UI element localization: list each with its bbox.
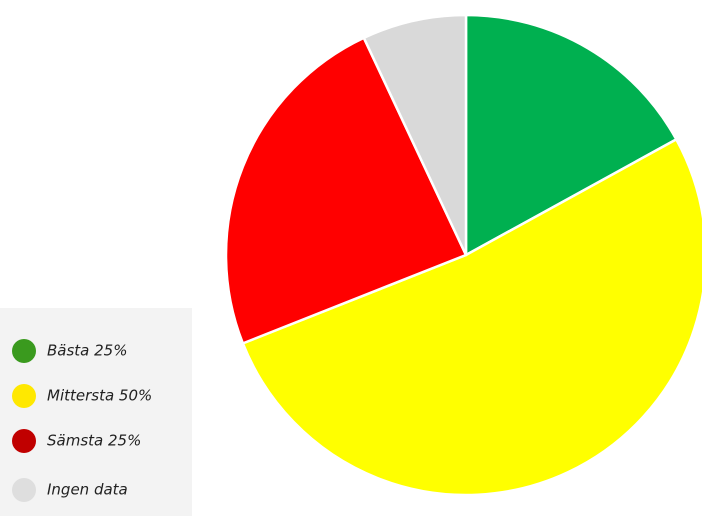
legend-label: Mittersta 50% (47, 387, 152, 405)
legend: Bästa 25% Mittersta 50% Sämsta 25% Ingen da… (12, 339, 152, 502)
legend-swatch (12, 478, 36, 502)
legend-label: Bästa 25% (47, 342, 127, 360)
pie-slice (464, 13, 678, 257)
legend-label: Ingen data (47, 481, 128, 499)
legend-swatch (12, 429, 36, 453)
legend-swatch (12, 339, 36, 363)
pie-slice (224, 36, 468, 345)
legend-label: Sämsta 25% (47, 432, 141, 450)
pie-slice (241, 138, 702, 497)
pie (224, 13, 702, 497)
pie-slice (362, 13, 468, 257)
legend-swatch (12, 384, 36, 408)
